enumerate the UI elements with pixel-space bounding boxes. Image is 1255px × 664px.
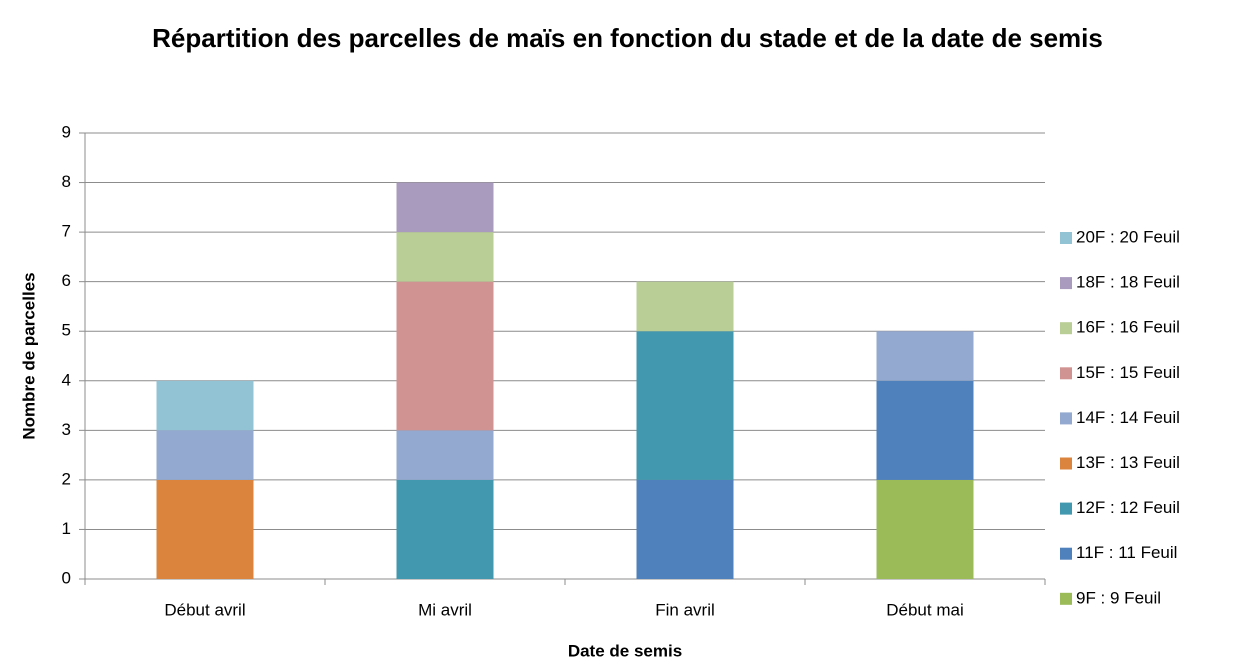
x-tick-label: Début avril bbox=[164, 600, 245, 619]
legend-swatch bbox=[1060, 592, 1072, 605]
bar-segment bbox=[876, 479, 974, 579]
legend-label: 14F : 14 Feuil bbox=[1076, 408, 1180, 427]
legend-label: 11F : 11 Feuil bbox=[1076, 543, 1177, 562]
legend-label: 16F : 16 Feuil bbox=[1076, 318, 1180, 337]
bar-segment bbox=[156, 479, 254, 579]
legend-label: 9F : 9 Feuil bbox=[1076, 588, 1161, 607]
bar-segment bbox=[636, 331, 734, 480]
y-tick-label: 0 bbox=[62, 568, 71, 587]
legend-swatch bbox=[1060, 457, 1072, 470]
bar-segment bbox=[396, 281, 494, 431]
chart-title: Répartition des parcelles de maïs en fon… bbox=[152, 23, 1103, 53]
y-tick-label: 5 bbox=[62, 321, 71, 340]
legend-swatch bbox=[1060, 412, 1072, 425]
bar-segment bbox=[156, 380, 254, 431]
legend-label: 13F : 13 Feuil bbox=[1076, 453, 1180, 472]
x-tick-label: Début mai bbox=[886, 600, 963, 619]
x-tick-label: Mi avril bbox=[418, 600, 472, 619]
legend-swatch bbox=[1060, 232, 1072, 244]
y-axis-label: Nombre de parcelles bbox=[19, 272, 38, 439]
legend-swatch bbox=[1060, 277, 1072, 290]
bar-segment bbox=[156, 430, 254, 480]
legend-swatch bbox=[1060, 502, 1072, 515]
bar-segment bbox=[396, 182, 494, 233]
bar-segment bbox=[396, 232, 494, 282]
legend-swatch bbox=[1060, 547, 1072, 560]
y-tick-label: 9 bbox=[62, 122, 71, 141]
legend-label: 12F : 12 Feuil bbox=[1076, 498, 1180, 517]
legend-swatch bbox=[1060, 322, 1072, 335]
y-tick-label: 4 bbox=[62, 370, 71, 389]
legend-label: 15F : 15 Feuil bbox=[1076, 363, 1180, 382]
bar-segment bbox=[396, 479, 494, 579]
legend-label: 18F : 18 Feuil bbox=[1076, 273, 1180, 292]
bar-segment bbox=[636, 281, 734, 332]
y-tick-label: 2 bbox=[62, 469, 71, 488]
bar-segment bbox=[396, 430, 494, 480]
bar-segment bbox=[876, 380, 974, 480]
legend-label: 20F : 20 Feuil bbox=[1076, 227, 1180, 246]
bar-segment bbox=[876, 331, 974, 381]
x-axis-label: Date de semis bbox=[568, 641, 682, 660]
y-tick-label: 3 bbox=[62, 420, 71, 439]
y-tick-label: 6 bbox=[62, 271, 71, 290]
legend-swatch bbox=[1060, 367, 1072, 380]
title-box: Répartition des parcelles de maïs en fon… bbox=[0, 18, 1255, 58]
y-tick-label: 7 bbox=[62, 222, 71, 241]
y-tick-label: 8 bbox=[62, 172, 71, 191]
y-tick-label: 1 bbox=[62, 519, 71, 538]
bar-segment bbox=[636, 479, 734, 579]
x-tick-label: Fin avril bbox=[655, 600, 715, 619]
